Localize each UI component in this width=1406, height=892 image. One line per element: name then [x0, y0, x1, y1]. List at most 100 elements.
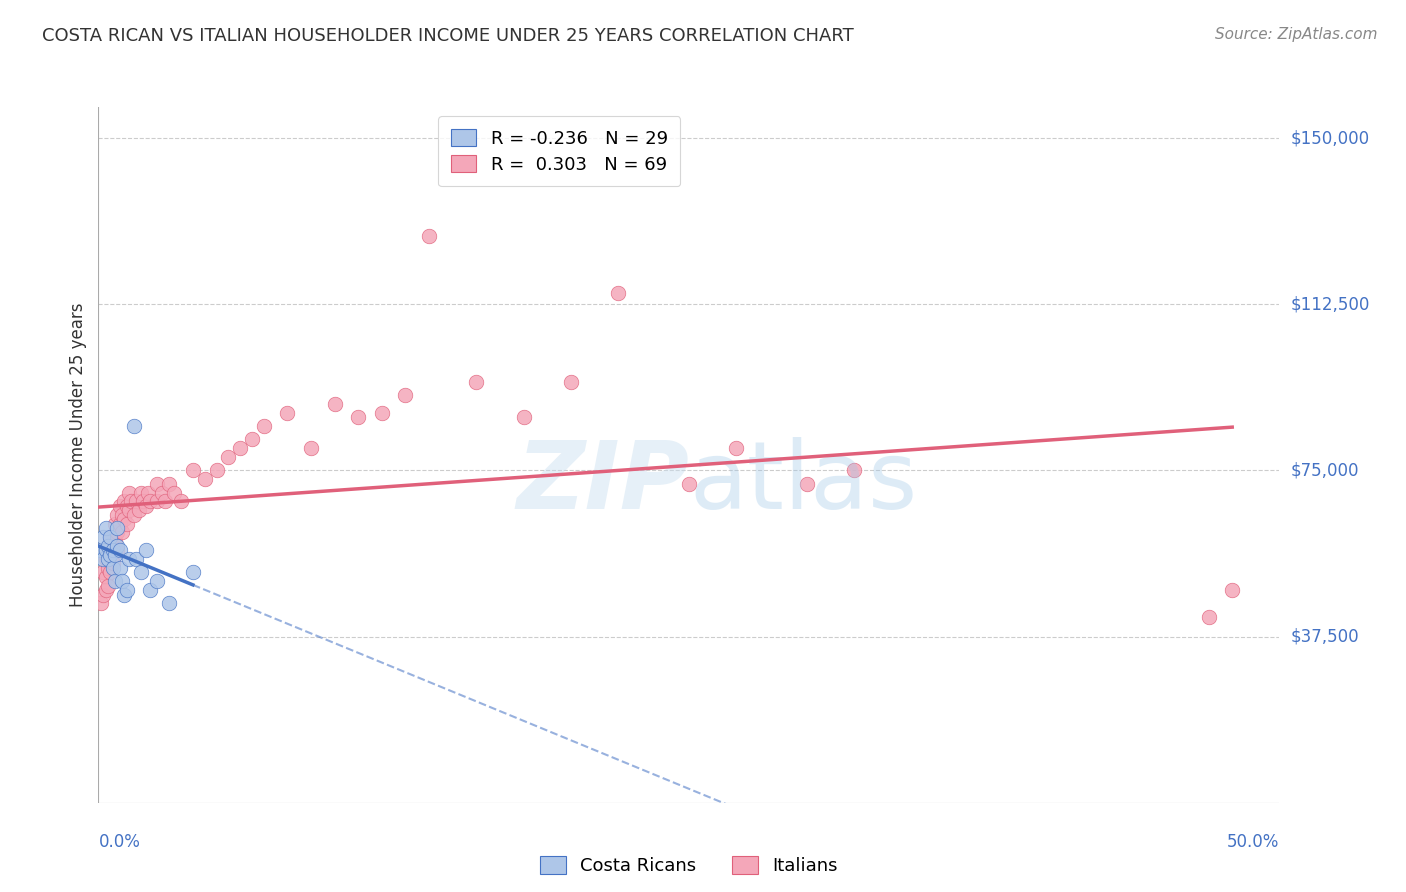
Point	[98, 530, 121, 544]
Point	[122, 419, 145, 434]
Point	[98, 548, 121, 562]
Point	[229, 442, 252, 456]
Point	[90, 543, 112, 558]
Point	[108, 561, 131, 575]
Point	[115, 583, 138, 598]
Point	[104, 534, 127, 549]
Point	[217, 450, 239, 464]
Point	[132, 494, 155, 508]
Point	[136, 485, 159, 500]
Point	[105, 508, 128, 522]
Text: $75,000: $75,000	[1291, 461, 1360, 479]
Point	[101, 561, 124, 575]
Point	[146, 574, 169, 589]
Point	[108, 543, 131, 558]
Point	[98, 530, 121, 544]
Point	[150, 485, 173, 500]
Point	[560, 375, 582, 389]
Point	[97, 552, 120, 566]
Text: $37,500: $37,500	[1291, 628, 1360, 646]
Point	[128, 503, 150, 517]
Point	[181, 463, 204, 477]
Point	[371, 406, 394, 420]
Y-axis label: Householder Income Under 25 years: Householder Income Under 25 years	[69, 302, 87, 607]
Point	[104, 516, 127, 531]
Point	[418, 228, 440, 243]
Point	[98, 548, 121, 562]
Point	[104, 548, 127, 562]
Point	[796, 476, 818, 491]
Point	[347, 410, 370, 425]
Point	[101, 543, 124, 558]
Point	[125, 494, 148, 508]
Point	[91, 566, 114, 580]
Point	[112, 494, 135, 508]
Point	[205, 463, 228, 477]
Point	[108, 499, 131, 513]
Text: 0.0%: 0.0%	[98, 833, 141, 851]
Point	[181, 566, 204, 580]
Point	[323, 397, 346, 411]
Text: COSTA RICAN VS ITALIAN HOUSEHOLDER INCOME UNDER 25 YEARS CORRELATION CHART: COSTA RICAN VS ITALIAN HOUSEHOLDER INCOM…	[42, 27, 853, 45]
Text: atlas: atlas	[689, 437, 917, 529]
Point	[111, 508, 134, 522]
Point	[157, 596, 180, 610]
Point	[1198, 609, 1220, 624]
Point	[97, 579, 120, 593]
Point	[678, 476, 700, 491]
Point	[111, 525, 134, 540]
Point	[394, 388, 416, 402]
Point	[115, 499, 138, 513]
Point	[240, 433, 263, 447]
Point	[129, 566, 152, 580]
Point	[135, 543, 157, 558]
Point	[153, 494, 176, 508]
Point	[465, 375, 488, 389]
Point	[105, 543, 128, 558]
Point	[121, 494, 143, 508]
Point	[97, 561, 120, 575]
Point	[607, 286, 630, 301]
Point	[105, 539, 128, 553]
Point	[101, 539, 124, 553]
Text: $112,500: $112,500	[1291, 295, 1369, 313]
Point	[91, 587, 114, 601]
Legend: Costa Ricans, Italians: Costa Ricans, Italians	[531, 847, 846, 884]
Point	[194, 472, 217, 486]
Point	[118, 485, 141, 500]
Point	[94, 521, 117, 535]
Text: Source: ZipAtlas.com: Source: ZipAtlas.com	[1215, 27, 1378, 42]
Point	[299, 442, 322, 456]
Point	[91, 530, 114, 544]
Point	[253, 419, 276, 434]
Point	[98, 566, 121, 580]
Point	[725, 442, 748, 456]
Point	[146, 494, 169, 508]
Point	[129, 485, 152, 500]
Point	[844, 463, 866, 477]
Point	[97, 543, 120, 558]
Point	[108, 516, 131, 531]
Point	[101, 557, 124, 571]
Point	[118, 503, 141, 517]
Point	[276, 406, 298, 420]
Text: 50.0%: 50.0%	[1227, 833, 1279, 851]
Point	[94, 570, 117, 584]
Point	[157, 476, 180, 491]
Point	[139, 494, 162, 508]
Point	[118, 552, 141, 566]
Point	[135, 499, 157, 513]
Point	[94, 552, 117, 566]
Point	[139, 583, 162, 598]
Point	[105, 521, 128, 535]
Point	[146, 476, 169, 491]
Point	[122, 508, 145, 522]
Point	[163, 485, 186, 500]
Point	[97, 539, 120, 553]
Point	[94, 543, 117, 558]
Point	[170, 494, 193, 508]
Point	[112, 512, 135, 526]
Point	[125, 552, 148, 566]
Point	[91, 552, 114, 566]
Point	[115, 516, 138, 531]
